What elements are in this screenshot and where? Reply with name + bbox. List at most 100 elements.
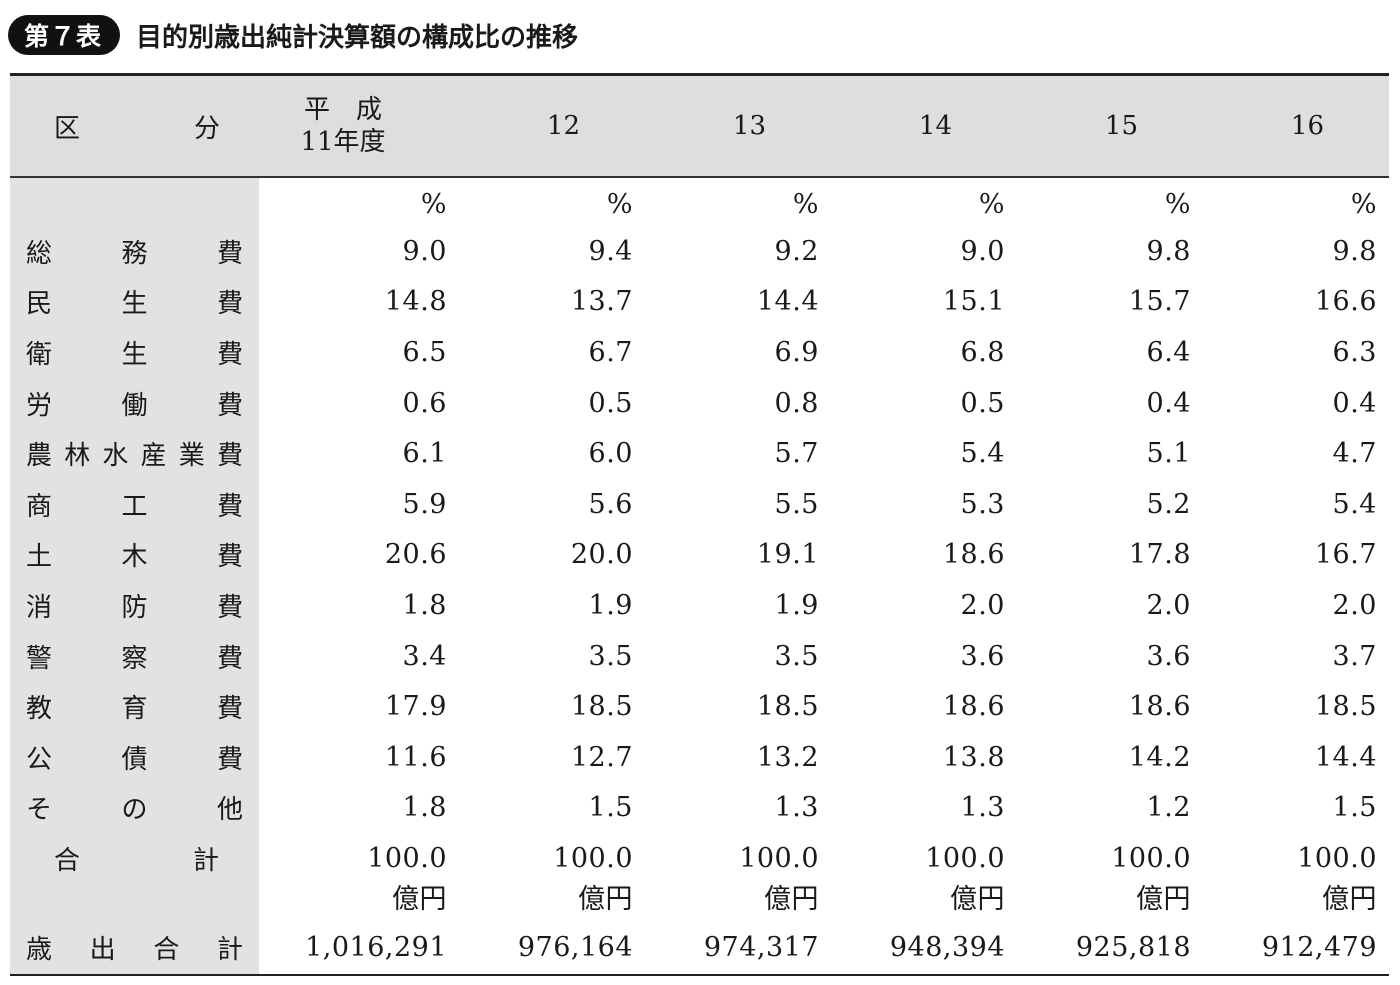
row-label: 教育費: [10, 681, 259, 732]
row-label: 公債費: [10, 732, 259, 783]
value-cell: %: [1164, 189, 1191, 220]
row-label-char: 費: [216, 289, 243, 320]
value-cell: 億円: [1322, 883, 1377, 915]
header-year: 15: [1104, 111, 1138, 141]
value-cell: 11.6: [384, 741, 447, 773]
row-label-char: 労: [26, 390, 53, 421]
value-cell: 19.1: [756, 539, 819, 571]
row-label-char: 費: [216, 441, 243, 472]
row-label-char: 総: [26, 238, 53, 269]
row-label-text: 公債費: [10, 739, 259, 776]
value-cell: 億円: [764, 883, 819, 915]
value-cell: 1.3: [774, 792, 819, 824]
table-number-badge: 第７表: [8, 15, 121, 55]
value-cell: 974,317: [703, 932, 819, 964]
row-label-text: 労働費: [10, 385, 259, 422]
value-cell: 16.6: [1314, 286, 1377, 318]
value-cell: 5.2: [1146, 488, 1191, 520]
value-cell: 9.8: [1146, 235, 1191, 267]
row-label-char: 合: [153, 935, 180, 966]
expenditure-total-label-text: 歳出合計: [10, 929, 259, 966]
value-cell: 100.0: [1297, 842, 1377, 874]
value-cell: 12.7: [570, 741, 633, 773]
row-label-text: 警察費: [10, 638, 259, 675]
table-row: 17.9 18.5 18.5 18.6 18.6 18.5: [259, 681, 1389, 732]
value-cell: 6.0: [588, 438, 633, 470]
row-label-char: 費: [216, 542, 243, 573]
row-label-char: 生: [121, 289, 148, 320]
total-row: 100.0 100.0 100.0 100.0 100.0 100.0: [259, 833, 1389, 884]
value-cell: 億円: [578, 883, 633, 915]
value-cell: 1.9: [774, 589, 819, 621]
row-label-char: 費: [216, 491, 243, 522]
header-category-char: 分: [193, 113, 220, 144]
value-cell: 14.2: [1128, 741, 1191, 773]
value-cell: 13.8: [942, 741, 1005, 773]
row-label-char: 水: [102, 441, 129, 472]
value-cell: 3.6: [960, 640, 1005, 672]
top-rule: [10, 73, 1389, 76]
value-cell: 6.1: [402, 438, 447, 470]
table-row: 1.8 1.5 1.3 1.3 1.2 1.5: [259, 783, 1389, 834]
expenditure-total-row: 1,016,291 976,164 974,317 948,394 925,818 912…: [259, 922, 1389, 974]
value-cell: 億円: [1136, 883, 1191, 915]
value-cell: 5.7: [774, 438, 819, 470]
value-cell: %: [606, 189, 633, 220]
value-cell: 0.8: [774, 387, 819, 419]
value-cell: 2.0: [960, 589, 1005, 621]
value-cell: 18.5: [570, 691, 633, 723]
row-label-char: 費: [216, 592, 243, 623]
value-cell: 1.5: [588, 792, 633, 824]
header-fiscal-year: 11年度: [300, 127, 386, 157]
value-cell: 9.0: [402, 235, 447, 267]
table-title: 第７表 目的別歳出純計決算額の構成比の推移: [8, 12, 578, 58]
value-cell: 1.8: [402, 589, 447, 621]
value-cell: %: [978, 189, 1005, 220]
row-label-char: 合: [54, 845, 81, 876]
table-body: 総務費民生費衛生費労働費農林水産業費商工費土木費消防費警察費教育費公債費その他合…: [10, 178, 1389, 974]
value-cell: 6.4: [1146, 336, 1191, 368]
value-cell: 2.0: [1146, 589, 1191, 621]
row-label: 衛生費: [10, 327, 259, 378]
table-row: 5.9 5.6 5.5 5.3 5.2 5.4: [259, 479, 1389, 530]
row-label-char: 生: [121, 339, 148, 370]
row-label-char: 土: [26, 542, 53, 573]
row-label-text: 消防費: [10, 587, 259, 624]
value-cell: 15.1: [942, 286, 1005, 318]
value-cell: 9.2: [774, 235, 819, 267]
value-cell: 5.6: [588, 488, 633, 520]
bottom-rule: [10, 973, 1389, 976]
value-cell: 14.8: [384, 286, 447, 318]
value-cell: 6.8: [960, 336, 1005, 368]
value-cell: 0.5: [588, 387, 633, 419]
row-label-char: 公: [26, 744, 53, 775]
value-cell: 18.6: [1128, 691, 1191, 723]
value-cell: 976,164: [517, 932, 633, 964]
row-label-char: 農: [26, 441, 53, 472]
value-cell: %: [792, 189, 819, 220]
row-label-char: 民: [26, 289, 53, 320]
value-cell: 13.2: [756, 741, 819, 773]
value-cell: 1.8: [402, 792, 447, 824]
table-row: 6.1 6.0 5.7 5.4 5.1 4.7: [259, 428, 1389, 479]
value-cell: 0.4: [1332, 387, 1377, 419]
value-cell: 100.0: [367, 842, 447, 874]
table-row: 0.6 0.5 0.8 0.5 0.4 0.4: [259, 378, 1389, 429]
row-label: 土木費: [10, 530, 259, 581]
row-label-text: 商工費: [10, 486, 259, 523]
value-cell: 20.6: [384, 539, 447, 571]
row-label-char: 費: [216, 390, 243, 421]
composition-table: 区 分 平 成 11年度 12 13 14 15 16 総務費民生費衛生費労働費…: [10, 73, 1389, 976]
label-column: 総務費民生費衛生費労働費農林水産業費商工費土木費消防費警察費教育費公債費その他合…: [10, 178, 259, 974]
value-cell: 9.4: [588, 235, 633, 267]
row-label-char: の: [121, 795, 148, 826]
value-cell: 9.8: [1332, 235, 1377, 267]
value-cell: 13.7: [570, 286, 633, 318]
value-cell: 100.0: [739, 842, 819, 874]
value-cell: 3.7: [1332, 640, 1377, 672]
value-cell: 0.5: [960, 387, 1005, 419]
value-cell: 4.7: [1332, 438, 1377, 470]
value-cell: 5.4: [1332, 488, 1377, 520]
header-year-h11: 平 成 11年度: [260, 94, 446, 158]
row-label-char: 務: [121, 238, 148, 269]
